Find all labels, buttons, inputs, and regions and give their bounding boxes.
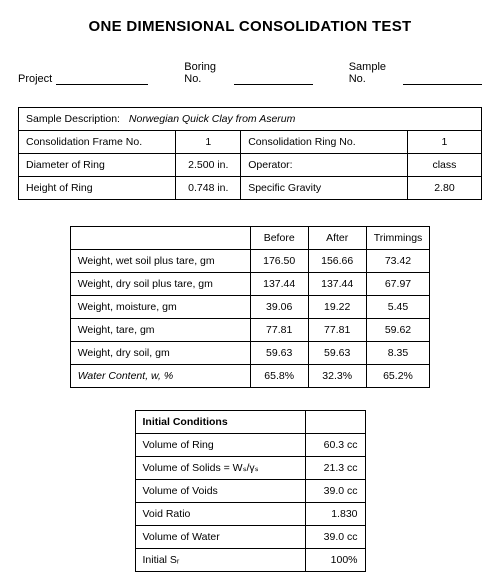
- weights-cell: 65.2%: [366, 365, 430, 388]
- table-row: Weight, wet soil plus tare, gm 176.50 15…: [70, 250, 430, 273]
- init-row-value: 100%: [305, 549, 365, 572]
- height-label: Height of Ring: [19, 177, 176, 200]
- weights-cell: 77.81: [250, 319, 308, 342]
- init-row-label: Volume of Solids = Wₛ/γₛ: [135, 457, 305, 480]
- weights-row-label: Weight, dry soil plus tare, gm: [70, 273, 250, 296]
- sg-label: Specific Gravity: [241, 177, 408, 200]
- init-row-value: 39.0 cc: [305, 480, 365, 503]
- weights-cell: 32.3%: [308, 365, 366, 388]
- page-title: ONE DIMENSIONAL CONSOLIDATION TEST: [18, 18, 482, 35]
- weights-cell: 73.42: [366, 250, 430, 273]
- project-blank[interactable]: [56, 73, 148, 85]
- init-row-label: Void Ratio: [135, 503, 305, 526]
- table-row: Weight, moisture, gm 39.06 19.22 5.45: [70, 296, 430, 319]
- operator-value: class: [407, 154, 481, 177]
- meta-row: Project Boring No. Sample No.: [18, 61, 482, 85]
- boring-field: Boring No.: [184, 61, 312, 85]
- weights-cell: 59.63: [250, 342, 308, 365]
- weights-cell: 77.81: [308, 319, 366, 342]
- weights-cell: 5.45: [366, 296, 430, 319]
- operator-label: Operator:: [241, 154, 408, 177]
- boring-blank[interactable]: [234, 73, 313, 85]
- table-row: Volume of Ring 60.3 cc: [135, 434, 365, 457]
- sg-value: 2.80: [407, 177, 481, 200]
- initial-conditions-table: Initial Conditions Volume of Ring 60.3 c…: [135, 410, 366, 572]
- init-row-value: 21.3 cc: [305, 457, 365, 480]
- init-row-value: 39.0 cc: [305, 526, 365, 549]
- table-row: Volume of Voids 39.0 cc: [135, 480, 365, 503]
- sample-description-value: Norwegian Quick Clay from Aserum: [129, 113, 296, 125]
- init-row-label: Initial Sᵣ: [135, 549, 305, 572]
- weights-table: Before After Trimmings Weight, wet soil …: [70, 226, 431, 388]
- init-row-label: Volume of Voids: [135, 480, 305, 503]
- diameter-label: Diameter of Ring: [19, 154, 176, 177]
- weights-cell: 137.44: [308, 273, 366, 296]
- weights-cell: 19.22: [308, 296, 366, 319]
- weights-col-after: After: [308, 227, 366, 250]
- initial-conditions-blank-header: [305, 411, 365, 434]
- weights-cell: 176.50: [250, 250, 308, 273]
- weights-cell: 39.06: [250, 296, 308, 319]
- weights-row-label: Weight, wet soil plus tare, gm: [70, 250, 250, 273]
- table-row: Volume of Water 39.0 cc: [135, 526, 365, 549]
- ring-no-label: Consolidation Ring No.: [241, 131, 408, 154]
- boring-label: Boring No.: [184, 61, 230, 85]
- table-row: Weight, tare, gm 77.81 77.81 59.62: [70, 319, 430, 342]
- frame-no-value: 1: [176, 131, 241, 154]
- table-row: Void Ratio 1.830: [135, 503, 365, 526]
- weights-cell: 65.8%: [250, 365, 308, 388]
- height-value: 0.748 in.: [176, 177, 241, 200]
- weights-cell: 59.63: [308, 342, 366, 365]
- sample-blank[interactable]: [403, 73, 482, 85]
- weights-cell: 67.97: [366, 273, 430, 296]
- info-table: Sample Description: Norwegian Quick Clay…: [18, 107, 482, 200]
- table-row: Water Content, w, % 65.8% 32.3% 65.2%: [70, 365, 430, 388]
- weights-col-trimmings: Trimmings: [366, 227, 430, 250]
- sample-description-cell: Sample Description: Norwegian Quick Clay…: [19, 108, 482, 131]
- weights-cell: 59.62: [366, 319, 430, 342]
- sample-field: Sample No.: [349, 61, 482, 85]
- sample-description-label: Sample Description:: [26, 113, 120, 125]
- init-row-label: Volume of Ring: [135, 434, 305, 457]
- weights-col-before: Before: [250, 227, 308, 250]
- diameter-value: 2.500 in.: [176, 154, 241, 177]
- table-row: Weight, dry soil, gm 59.63 59.63 8.35: [70, 342, 430, 365]
- initial-conditions-heading: Initial Conditions: [135, 411, 305, 434]
- weights-blank-header: [70, 227, 250, 250]
- weights-row-label: Weight, moisture, gm: [70, 296, 250, 319]
- ring-no-value: 1: [407, 131, 481, 154]
- init-row-value: 60.3 cc: [305, 434, 365, 457]
- table-row: Weight, dry soil plus tare, gm 137.44 13…: [70, 273, 430, 296]
- frame-no-label: Consolidation Frame No.: [19, 131, 176, 154]
- sample-label: Sample No.: [349, 61, 399, 85]
- project-field: Project: [18, 61, 148, 85]
- table-row: Volume of Solids = Wₛ/γₛ 21.3 cc: [135, 457, 365, 480]
- project-label: Project: [18, 73, 52, 85]
- weights-row-label: Weight, dry soil, gm: [70, 342, 250, 365]
- table-row: Initial Sᵣ 100%: [135, 549, 365, 572]
- weights-cell: 137.44: [250, 273, 308, 296]
- weights-row-label: Water Content, w, %: [70, 365, 250, 388]
- init-row-label: Volume of Water: [135, 526, 305, 549]
- weights-row-label: Weight, tare, gm: [70, 319, 250, 342]
- init-row-value: 1.830: [305, 503, 365, 526]
- weights-cell: 156.66: [308, 250, 366, 273]
- weights-cell: 8.35: [366, 342, 430, 365]
